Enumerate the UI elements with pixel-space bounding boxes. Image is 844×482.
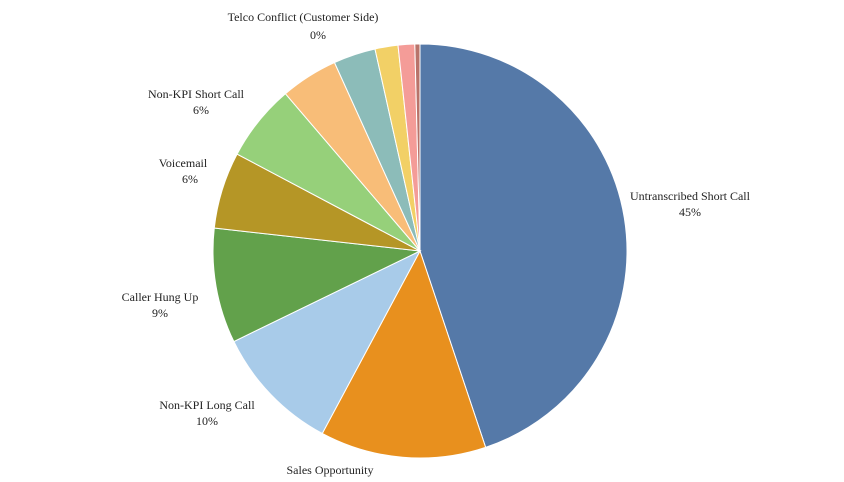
slice-label-non-kpi-long-call: Non-KPI Long Call 10%	[159, 398, 255, 428]
slice-label-sales-opportunity: Sales Opportunity	[287, 463, 374, 477]
slice-value-label: 6%	[182, 172, 198, 186]
slices-layer	[212, 43, 628, 459]
slice-value-label: 6%	[193, 103, 209, 117]
slice-label-text: Caller Hung Up	[122, 290, 199, 304]
slice-value-label: 9%	[152, 306, 168, 320]
slice-label-text: Voicemail	[159, 156, 208, 170]
slice-value-label: 45%	[679, 205, 701, 219]
slice-value-label: 0%	[310, 28, 326, 42]
pie-slice-2	[233, 249, 422, 435]
slice-label-text: Sales Opportunity	[287, 463, 374, 477]
slice-label-text: Non-KPI Long Call	[159, 398, 255, 412]
slice-label-text: Non-KPI Short Call	[148, 87, 245, 101]
pie-slice-10	[414, 43, 421, 252]
slice-value-label: 10%	[196, 414, 218, 428]
pie-slice-3	[212, 227, 422, 343]
pie-slice-0	[419, 43, 628, 448]
pie-slice-1	[321, 249, 487, 459]
slice-label-caller-hung-up: Caller Hung Up 9%	[122, 290, 199, 320]
slice-label-text: Untranscribed Short Call	[630, 189, 751, 203]
slice-label-non-kpi-short-call: Non-KPI Short Call 6%	[148, 87, 245, 117]
slice-label-untranscribed-short-call: Untranscribed Short Call 45%	[630, 189, 751, 219]
slice-label-telco-conflict: Telco Conflict (Customer Side) 0%	[228, 10, 379, 42]
slice-label-text: Telco Conflict (Customer Side)	[228, 10, 379, 24]
slice-label-voicemail: Voicemail 6%	[159, 156, 208, 186]
